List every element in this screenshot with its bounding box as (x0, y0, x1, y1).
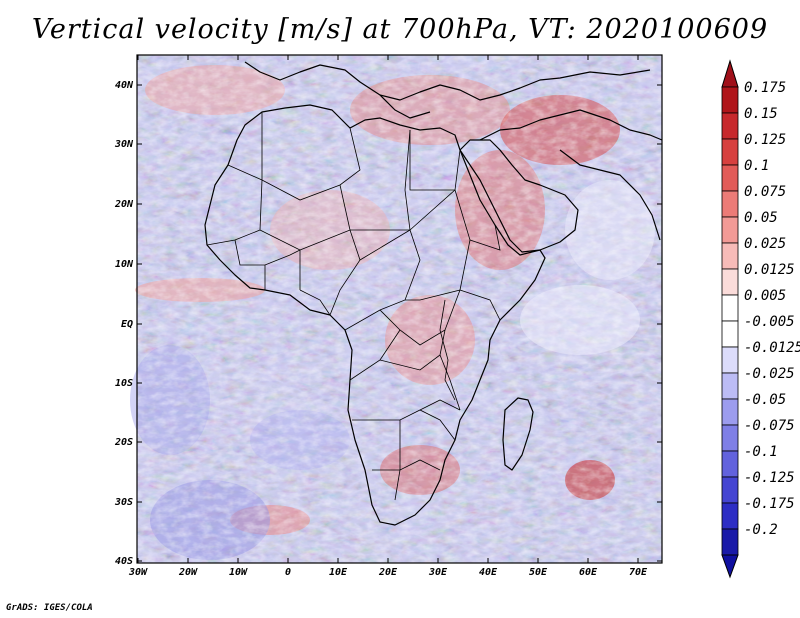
lat-label-30s: 30S (114, 497, 133, 508)
colorbar-label: -0.05 (744, 392, 787, 408)
colorbar-label: 0.05 (744, 210, 778, 226)
lat-label-10n: 10N (114, 259, 133, 270)
chart-title: Vertical velocity [m/s] at 700hPa, VT: 2… (31, 14, 769, 45)
colorbar-swatch (721, 476, 739, 504)
colorbar-label: -0.025 (744, 366, 795, 382)
colorbar-swatch (721, 528, 739, 556)
colorbar-label: -0.075 (744, 418, 795, 434)
lon-label-20w: 20W (178, 567, 198, 578)
colorbar-swatch (721, 190, 739, 218)
lon-label-60e: 60E (578, 567, 598, 578)
coastlines (204, 61, 663, 526)
lat-label-40n: 40N (114, 80, 133, 91)
colorbar-label: -0.005 (744, 314, 795, 330)
colorbar-label: -0.2 (744, 522, 778, 538)
lon-label-50e: 50E (528, 567, 548, 578)
lon-label-10w: 10W (228, 567, 248, 578)
axis-ticks (137, 55, 662, 563)
lat-label-eq: EQ (120, 319, 133, 330)
colorbar-label: 0.1 (744, 158, 770, 174)
lon-label-20e: 20E (378, 567, 398, 578)
lon-label-40e: 40E (478, 567, 498, 578)
colorbar-swatch (721, 268, 739, 296)
lon-label-30w: 30W (128, 567, 148, 578)
colorbar-label: 0.175 (744, 80, 787, 96)
colorbar-swatch (721, 398, 739, 426)
colorbar-swatch (721, 164, 739, 192)
colorbar-swatch (721, 346, 739, 374)
lat-label-10s: 10S (114, 378, 133, 389)
colorbar-top-arrow (721, 59, 739, 88)
colorbar-label: 0.005 (744, 288, 787, 304)
colorbar-swatch (721, 424, 739, 452)
lat-label-20n: 20N (114, 199, 133, 210)
lat-label-20s: 20S (114, 437, 133, 448)
colorbar-label: -0.175 (744, 496, 795, 512)
colorbar-label: 0.15 (744, 106, 778, 122)
field-speckle (137, 55, 662, 563)
colorbar-swatch (721, 502, 739, 530)
colorbar (721, 59, 739, 579)
lat-label-40s: 40S (114, 556, 133, 567)
colorbar-label: 0.125 (744, 132, 787, 148)
grads-credit: GrADS: IGES/COLA (6, 603, 93, 613)
colorbar-swatch (721, 242, 739, 270)
colorbar-swatch (721, 294, 739, 322)
colorbar-label: -0.1 (744, 444, 778, 460)
colorbar-label: 0.0125 (744, 262, 795, 278)
lon-label-30e: 30E (428, 567, 448, 578)
colorbar-label: 0.075 (744, 184, 787, 200)
country-borders (206, 112, 501, 501)
colorbar-swatch (721, 216, 739, 244)
plot-frame (136, 54, 663, 564)
colorbar-swatch (721, 320, 739, 348)
lon-label-10e: 10E (328, 567, 348, 578)
colorbar-bottom-arrow (721, 554, 739, 579)
colorbar-label: -0.125 (744, 470, 795, 486)
colorbar-swatch (721, 450, 739, 478)
colorbar-label: -0.0125 (744, 340, 800, 356)
colorbar-swatch (721, 86, 739, 114)
colorbar-label: 0.025 (744, 236, 787, 252)
lon-label-0: 0 (284, 567, 292, 578)
colorbar-swatch (721, 138, 739, 166)
colorbar-swatch (721, 372, 739, 400)
lon-label-70e: 70E (628, 567, 648, 578)
lat-label-30n: 30N (114, 139, 133, 150)
colorbar-swatch (721, 112, 739, 140)
